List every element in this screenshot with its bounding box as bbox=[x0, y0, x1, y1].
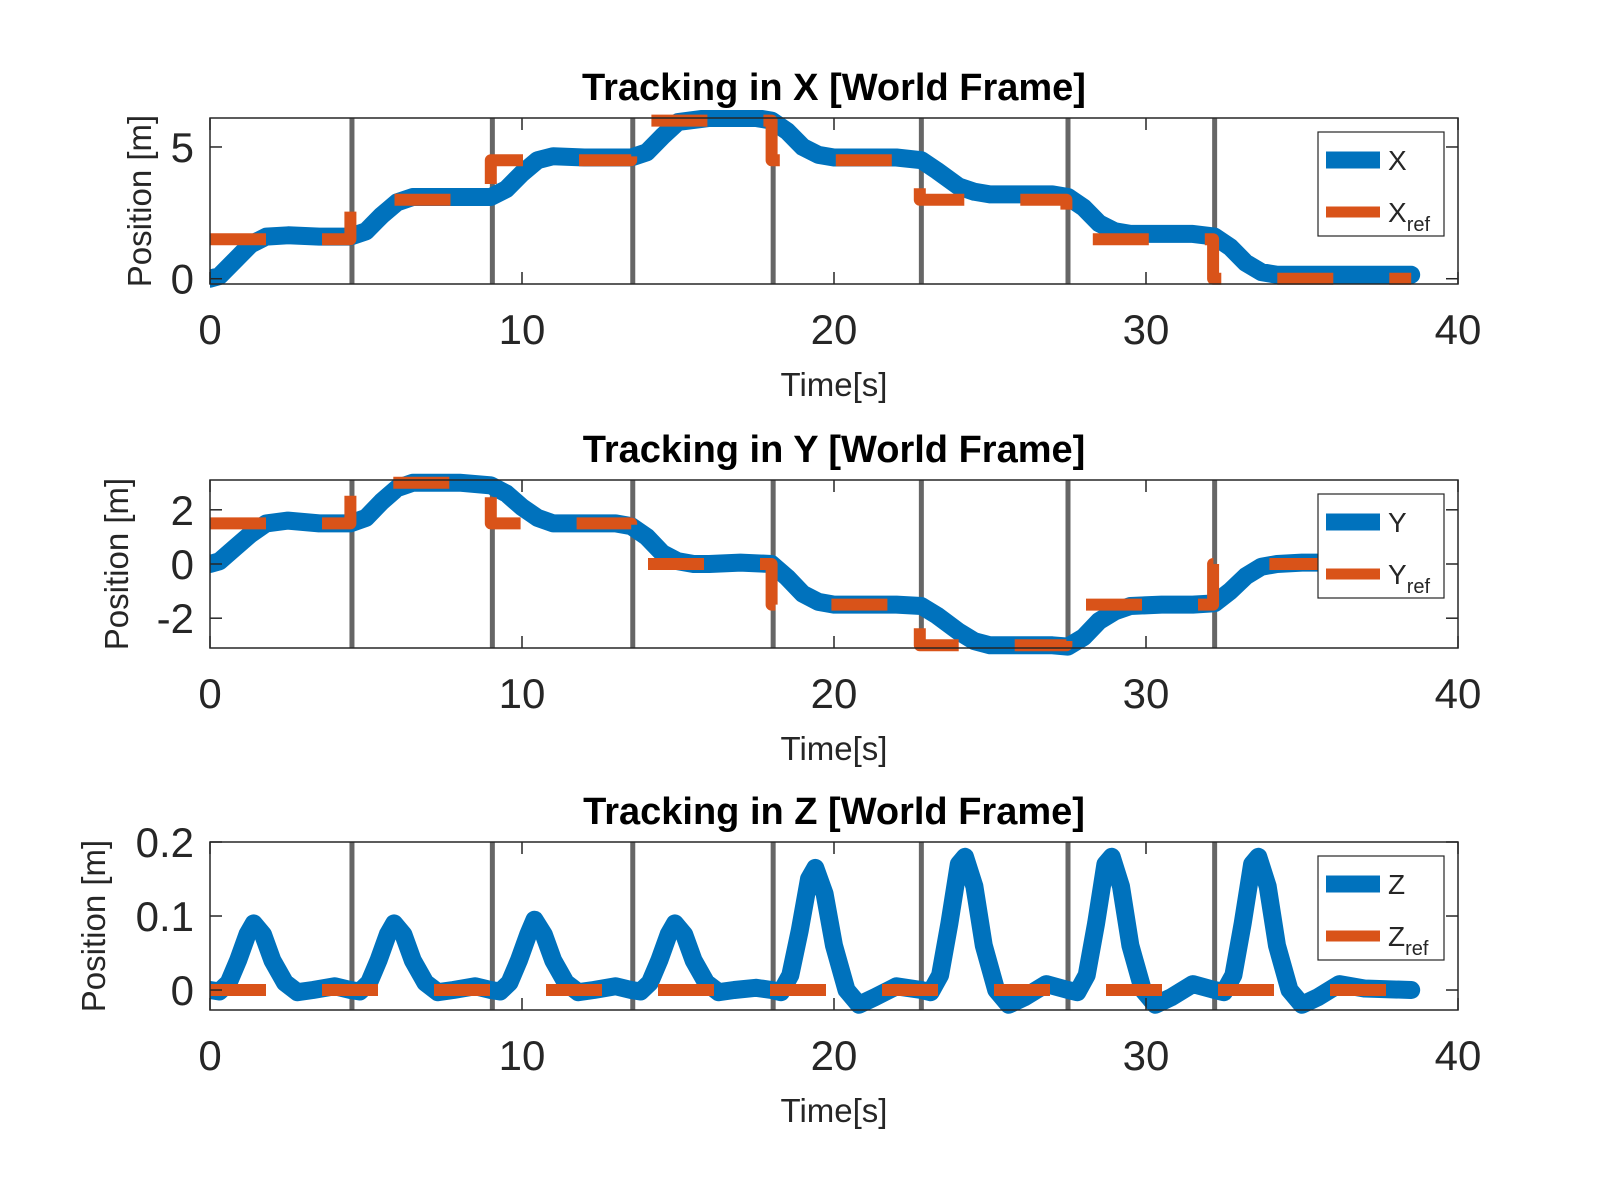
y-tick-label: 2 bbox=[171, 487, 194, 534]
x-tick-label: 40 bbox=[1435, 670, 1482, 717]
x-tick-label: 30 bbox=[1123, 670, 1170, 717]
y-tick-label: -2 bbox=[157, 595, 194, 642]
x-tick-label: 10 bbox=[499, 306, 546, 353]
x-axis-label: Time[s] bbox=[781, 730, 888, 767]
x-tick-label: 30 bbox=[1123, 306, 1170, 353]
chart-title: Tracking in Y [World Frame] bbox=[583, 429, 1086, 471]
x-tick-label: 40 bbox=[1435, 306, 1482, 353]
x-tick-label: 10 bbox=[499, 670, 546, 717]
x-tick-label: 0 bbox=[198, 1032, 221, 1079]
subplot-1: 0 10 20 30 40 0 5 Tracking in X [World Frame] Ti… bbox=[121, 67, 1481, 403]
y-axis-label: Position [m] bbox=[121, 115, 158, 287]
x-tick-label: 20 bbox=[811, 670, 858, 717]
x-axis-label: Time[s] bbox=[781, 1092, 888, 1129]
subplot-3: 0 10 20 30 40 0 0.1 0.2 Tracking in Z [World Fra… bbox=[75, 791, 1481, 1129]
y-tick-label: 0 bbox=[171, 967, 194, 1014]
x-tick-label: 0 bbox=[198, 306, 221, 353]
y-axis-label: Position [m] bbox=[75, 840, 112, 1012]
chart-title: Tracking in Z [World Frame] bbox=[583, 791, 1085, 833]
legend-label: Z bbox=[1388, 869, 1405, 900]
y-tick-label: 0 bbox=[171, 256, 194, 303]
x-tick-label: 0 bbox=[198, 670, 221, 717]
y-tick-label: 0.2 bbox=[136, 819, 194, 866]
y-tick-label: 0 bbox=[171, 541, 194, 588]
x-tick-label: 20 bbox=[811, 1032, 858, 1079]
chart-title: Tracking in X [World Frame] bbox=[582, 67, 1086, 109]
legend-label-subscript: ref bbox=[1407, 576, 1431, 598]
legend-label: Y bbox=[1388, 507, 1407, 538]
y-tick-label: 0.1 bbox=[136, 893, 194, 940]
x-tick-label: 30 bbox=[1123, 1032, 1170, 1079]
x-tick-label: 10 bbox=[499, 1032, 546, 1079]
y-axis-label: Position [m] bbox=[98, 478, 135, 650]
y-tick-label: 5 bbox=[171, 124, 194, 171]
x-tick-label: 40 bbox=[1435, 1032, 1482, 1079]
x-axis-label: Time[s] bbox=[781, 366, 888, 403]
x-tick-label: 20 bbox=[811, 306, 858, 353]
legend-label-subscript: ref bbox=[1407, 214, 1431, 236]
legend-label-subscript: ref bbox=[1405, 938, 1429, 960]
legend-label: X bbox=[1388, 145, 1407, 176]
